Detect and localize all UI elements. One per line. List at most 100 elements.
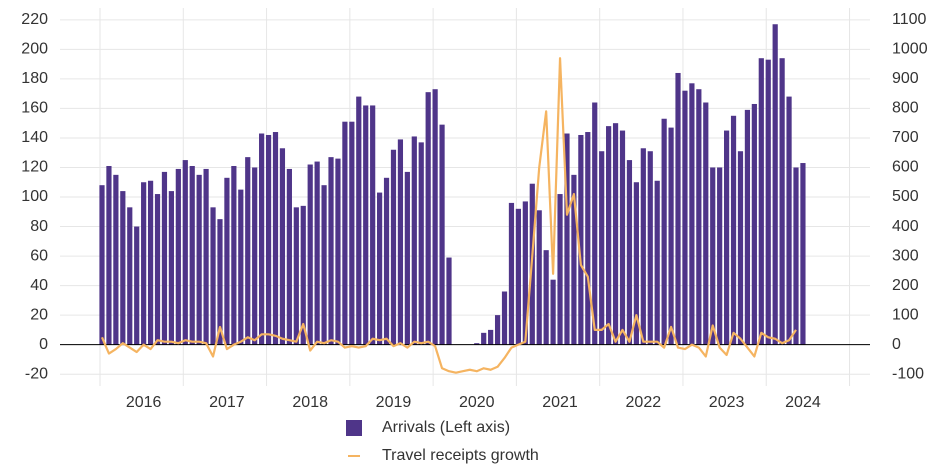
bar: [154, 194, 161, 345]
bar: [238, 189, 244, 345]
bar: [786, 96, 792, 345]
x-tick-label: 2024: [785, 394, 821, 411]
bar: [668, 127, 674, 345]
bar: [314, 161, 320, 345]
bar: [543, 250, 549, 345]
bar: [370, 105, 376, 345]
y2-tick-label: 700: [892, 129, 919, 146]
bar: [626, 160, 633, 345]
bar: [259, 133, 265, 345]
bar: [321, 185, 327, 345]
x-tick-label: 2020: [459, 394, 495, 411]
bar: [779, 58, 785, 345]
bar: [377, 192, 383, 345]
bar: [390, 149, 397, 345]
bar: [481, 332, 487, 345]
y2-tick-label: 400: [892, 218, 919, 235]
y2-tick-label: 0: [892, 336, 901, 353]
bar: [252, 167, 258, 345]
bar: [765, 59, 771, 345]
bar: [127, 207, 133, 345]
bar: [418, 142, 424, 345]
bar: [633, 182, 639, 345]
bar: [439, 124, 445, 345]
bar: [619, 130, 626, 345]
bar: [446, 257, 452, 345]
bar: [737, 151, 744, 345]
bar: [654, 180, 660, 345]
bar: [717, 167, 723, 345]
y2-tick-label: 800: [892, 100, 919, 117]
legend-swatch: [346, 420, 362, 436]
bar: [182, 160, 188, 345]
bar: [647, 151, 653, 345]
bar: [175, 168, 181, 345]
y-tick-label: 160: [21, 100, 48, 117]
x-tick-label: 2021: [542, 394, 578, 411]
bar: [578, 134, 584, 345]
bar: [515, 208, 521, 345]
x-tick-label: 2016: [126, 394, 162, 411]
line: [100, 57, 797, 374]
bar: [210, 207, 216, 345]
y2-tick-label: 100: [892, 306, 919, 323]
y-tick-label: 120: [21, 159, 48, 176]
bar: [793, 167, 799, 345]
x-tick-label: 2023: [709, 394, 745, 411]
y-tick-label: 80: [30, 218, 48, 235]
bar: [724, 130, 730, 345]
bar: [300, 205, 306, 345]
bar: [661, 118, 667, 345]
bar: [640, 148, 646, 345]
bar: [335, 158, 341, 345]
x-tick-label: 2017: [209, 394, 245, 411]
y2-tick-label: 600: [892, 159, 919, 176]
y-tick-label: 60: [30, 247, 48, 264]
bar: [404, 171, 410, 345]
y-tick-label: 40: [30, 277, 48, 294]
bar: [550, 279, 556, 345]
bar: [585, 132, 591, 345]
bar: [286, 168, 292, 345]
legend-label: Travel receipts growth: [382, 447, 539, 464]
y2-tick-label: 1100: [892, 11, 927, 28]
x-tick-label: 2022: [626, 394, 662, 411]
bar: [363, 105, 369, 345]
y-tick-label: 140: [21, 129, 48, 146]
bar: [147, 180, 154, 345]
y-tick-label: 220: [21, 11, 48, 28]
x-tick-label: 2018: [292, 394, 328, 411]
y-tick-label: 20: [30, 306, 48, 323]
y2-tick-label: -100: [892, 365, 924, 382]
bar: [113, 174, 119, 345]
bar: [342, 121, 348, 345]
bar: [710, 167, 716, 345]
y-tick-label: -20: [25, 365, 48, 382]
y-tick-label: 200: [21, 41, 48, 58]
bar: [474, 343, 480, 345]
bar: [564, 133, 570, 345]
bar: [675, 72, 681, 345]
bar: [411, 136, 417, 345]
bar: [696, 89, 702, 345]
bar: [161, 171, 168, 345]
bar: [751, 103, 757, 345]
y2-tick-label: 300: [892, 247, 919, 264]
bar: [272, 132, 279, 345]
bar: [522, 201, 528, 345]
y2-tick-label: 900: [892, 70, 919, 87]
bar: [168, 191, 174, 345]
bar: [293, 207, 299, 345]
bar: [120, 191, 126, 345]
bar: [682, 90, 688, 345]
bar: [599, 151, 605, 345]
bar: [397, 139, 404, 345]
bar: [134, 226, 140, 345]
bar: [383, 177, 390, 345]
bar: [279, 148, 286, 345]
bar: [730, 115, 737, 345]
bar: [494, 315, 501, 345]
bar: [488, 329, 494, 345]
bar: [328, 157, 334, 345]
